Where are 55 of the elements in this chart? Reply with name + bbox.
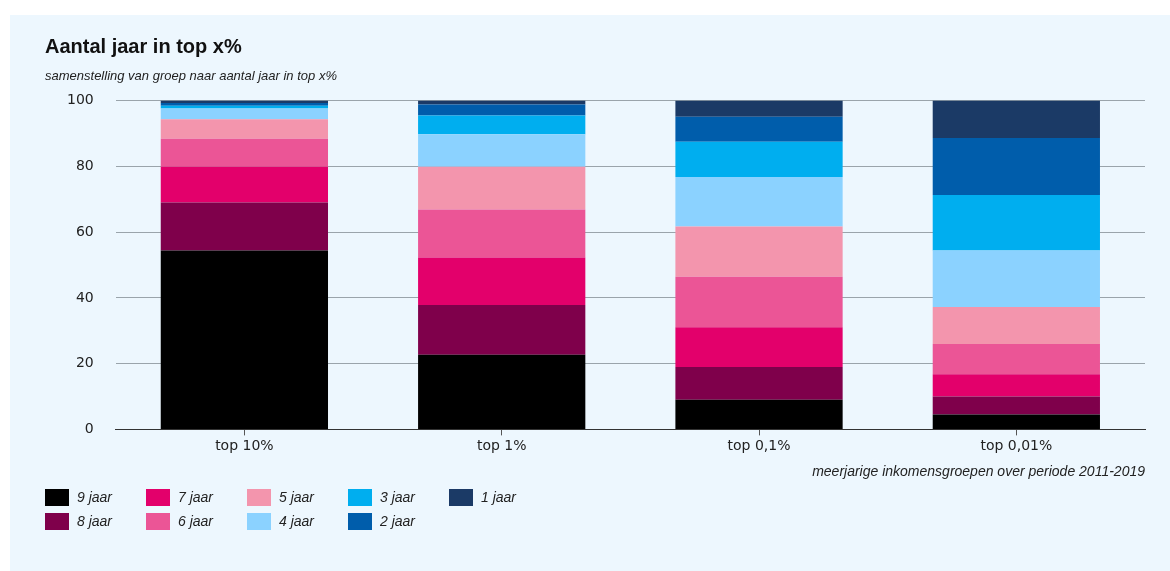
legend-label: 9 jaar xyxy=(77,489,113,505)
bar xyxy=(932,194,1100,251)
bar xyxy=(418,354,586,429)
bar xyxy=(418,104,586,116)
bar xyxy=(160,202,329,251)
legend-label: 6 jaar xyxy=(178,513,214,529)
bar xyxy=(675,366,843,400)
bar xyxy=(675,327,843,367)
bar xyxy=(418,209,586,258)
bar xyxy=(418,166,586,210)
bar xyxy=(160,166,329,203)
legend-label: 1 jaar xyxy=(481,489,517,505)
bar xyxy=(160,108,329,120)
chart-subtitle: samenstelling van groep naar aantal jaar in top x% xyxy=(45,68,337,84)
bar xyxy=(932,100,1100,139)
bar xyxy=(418,100,586,105)
bar xyxy=(932,307,1100,344)
bar xyxy=(932,374,1100,397)
bar xyxy=(160,250,329,429)
y-tick-label: 40 xyxy=(75,288,94,305)
x-tick-label: top 10% xyxy=(215,437,274,454)
bar xyxy=(932,396,1100,415)
bar xyxy=(675,100,843,117)
bar xyxy=(418,257,586,306)
legend-label: 7 jaar xyxy=(178,489,214,505)
bar xyxy=(675,141,843,177)
legend-label: 2 jaar xyxy=(380,513,416,529)
bar xyxy=(675,399,843,429)
y-tick-label: 20 xyxy=(75,354,94,371)
bar xyxy=(418,134,586,167)
y-tick-label: 0 xyxy=(84,420,94,437)
bar xyxy=(675,176,843,227)
bar xyxy=(932,250,1100,308)
bar xyxy=(675,116,843,142)
bar xyxy=(160,119,329,139)
y-tick-label: 80 xyxy=(75,157,94,173)
bar xyxy=(418,305,586,355)
y-tick-label: 100 xyxy=(66,91,94,108)
bar xyxy=(675,226,843,277)
legend-label: 3 jaar xyxy=(380,489,416,505)
bar xyxy=(418,115,586,135)
x-tick-label: top 0,01% xyxy=(980,437,1053,454)
legend-label: 5 jaar xyxy=(279,489,315,505)
bar xyxy=(932,343,1100,375)
y-tick-label: 60 xyxy=(75,222,94,239)
x-axis-title: meerjarige inkomensgroepen over periode 2011-2019 xyxy=(812,463,1146,480)
chart-title: Aantal jaar in top x% xyxy=(45,34,242,57)
legend-label: 4 jaar xyxy=(279,513,315,529)
x-tick-label: top 1% xyxy=(476,437,527,454)
bar xyxy=(160,138,329,167)
bar xyxy=(675,276,843,328)
legend-label: 8 jaar xyxy=(77,513,113,529)
bar xyxy=(932,414,1100,429)
x-tick-label: top 0,1% xyxy=(727,437,791,454)
bar xyxy=(932,138,1100,195)
